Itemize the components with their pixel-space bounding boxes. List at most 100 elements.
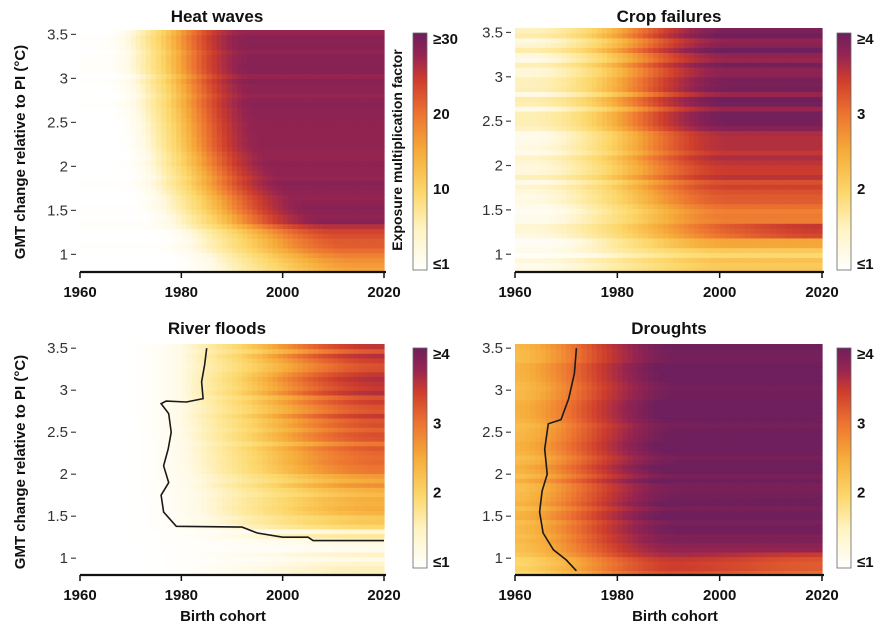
heatmap-cell xyxy=(110,83,117,89)
heatmap-cell xyxy=(313,107,319,113)
heatmap-cell xyxy=(216,73,223,79)
heatmap-cell xyxy=(683,174,690,180)
heatmap-cell xyxy=(566,267,572,273)
heatmap-cell xyxy=(145,34,152,41)
heatmap-cell xyxy=(176,199,182,205)
heatmap-cell xyxy=(252,39,258,46)
heatmap-cell xyxy=(226,204,233,210)
heatmap-cell xyxy=(201,267,208,273)
heatmap-cell xyxy=(658,96,664,102)
heatmap-cell xyxy=(378,262,385,268)
heatmap-cell xyxy=(287,30,294,36)
heatmap-cell xyxy=(328,83,334,89)
heatmap-cell xyxy=(699,28,705,34)
heatmap-cell xyxy=(673,67,680,73)
heatmap-cell xyxy=(226,228,233,234)
heatmap-cell xyxy=(525,232,531,239)
heatmap-cell xyxy=(648,164,654,171)
heatmap-cell xyxy=(637,203,644,210)
heatmap-cell xyxy=(186,141,193,147)
heatmap-cell xyxy=(576,71,583,78)
heatmap-cell xyxy=(100,228,106,234)
heatmap-cell xyxy=(287,54,294,60)
heatmap-cell xyxy=(176,204,182,210)
heatmap-cell xyxy=(100,117,106,123)
heatmap-cell xyxy=(637,101,644,107)
heatmap-cell xyxy=(561,213,567,219)
heatmap-cell xyxy=(282,151,289,157)
heatmap-cell xyxy=(313,136,319,142)
heatmap-cell xyxy=(338,121,345,128)
y-tick-label: 1.5 xyxy=(47,202,68,219)
heatmap-cell xyxy=(363,180,370,186)
heatmap-cell xyxy=(196,233,203,239)
heatmap-cell xyxy=(287,199,294,205)
heatmap-cell xyxy=(267,252,274,259)
heatmap-cell xyxy=(308,175,314,181)
heatmap-cell xyxy=(216,83,223,89)
heatmap-cell xyxy=(627,159,634,166)
heatmap-cell xyxy=(540,62,547,68)
heatmap-cell xyxy=(353,252,360,259)
heatmap-cell xyxy=(545,28,552,34)
heatmap-cell xyxy=(714,228,721,234)
heatmap-cell xyxy=(576,223,583,229)
heatmap-cell xyxy=(115,126,122,133)
heatmap-cell xyxy=(262,59,269,65)
heatmap-cell xyxy=(216,54,223,60)
heatmap-cell xyxy=(378,92,385,99)
heatmap-cell xyxy=(242,117,248,123)
heatmap-cell xyxy=(201,189,208,196)
heatmap-cell xyxy=(323,44,329,50)
heatmap-cell xyxy=(323,107,329,113)
heatmap-cell xyxy=(648,145,654,151)
heatmap-cell xyxy=(171,117,177,123)
heatmap-cell xyxy=(323,112,329,118)
heatmap-cell xyxy=(653,184,659,190)
heatmap-cell xyxy=(196,63,203,70)
heatmap-cell xyxy=(653,106,659,112)
heatmap-cell xyxy=(140,102,147,109)
heatmap-cell xyxy=(566,120,572,127)
heatmap-cell xyxy=(591,140,598,146)
heatmap-cell xyxy=(318,247,324,254)
heatmap-cell xyxy=(683,242,690,249)
heatmap-cell xyxy=(586,189,593,195)
heatmap-cell xyxy=(125,73,132,79)
heatmap-cell xyxy=(627,120,634,127)
heatmap-cell xyxy=(709,81,716,88)
heatmap-cell xyxy=(515,130,521,136)
heatmap-cell xyxy=(363,107,370,113)
heatmap-cell xyxy=(191,44,198,50)
heatmap-cell xyxy=(353,184,360,191)
heatmap-cell xyxy=(353,242,360,249)
heatmap-cell xyxy=(313,233,319,239)
heatmap-cell xyxy=(140,189,147,196)
heatmap-cell xyxy=(673,71,680,78)
heatmap-cell xyxy=(181,97,187,104)
heatmap-cell xyxy=(125,209,132,215)
heatmap-cell xyxy=(115,30,122,36)
heatmap-cell xyxy=(627,208,634,215)
heatmap-cell xyxy=(591,106,598,112)
heatmap-cell xyxy=(338,107,345,113)
heatmap-cell xyxy=(535,101,542,107)
heatmap-cell xyxy=(601,37,608,44)
heatmap-cell xyxy=(343,141,350,147)
heatmap-cell xyxy=(612,169,618,175)
heatmap-cell xyxy=(704,32,711,39)
heatmap-cell xyxy=(272,63,279,70)
heatmap-cell xyxy=(704,189,711,195)
heatmap-cell xyxy=(282,73,289,79)
heatmap-cell xyxy=(100,107,106,113)
heatmap-cell xyxy=(201,160,208,167)
heatmap-cell xyxy=(591,164,598,171)
heatmap-cell xyxy=(704,203,711,210)
heatmap-cell xyxy=(368,34,375,41)
heatmap-cell xyxy=(348,228,355,234)
heatmap-cell xyxy=(591,130,598,136)
heatmap-cell xyxy=(622,154,629,161)
heatmap-cell xyxy=(221,136,228,142)
heatmap-cell xyxy=(545,47,552,53)
heatmap-cell xyxy=(130,49,137,55)
